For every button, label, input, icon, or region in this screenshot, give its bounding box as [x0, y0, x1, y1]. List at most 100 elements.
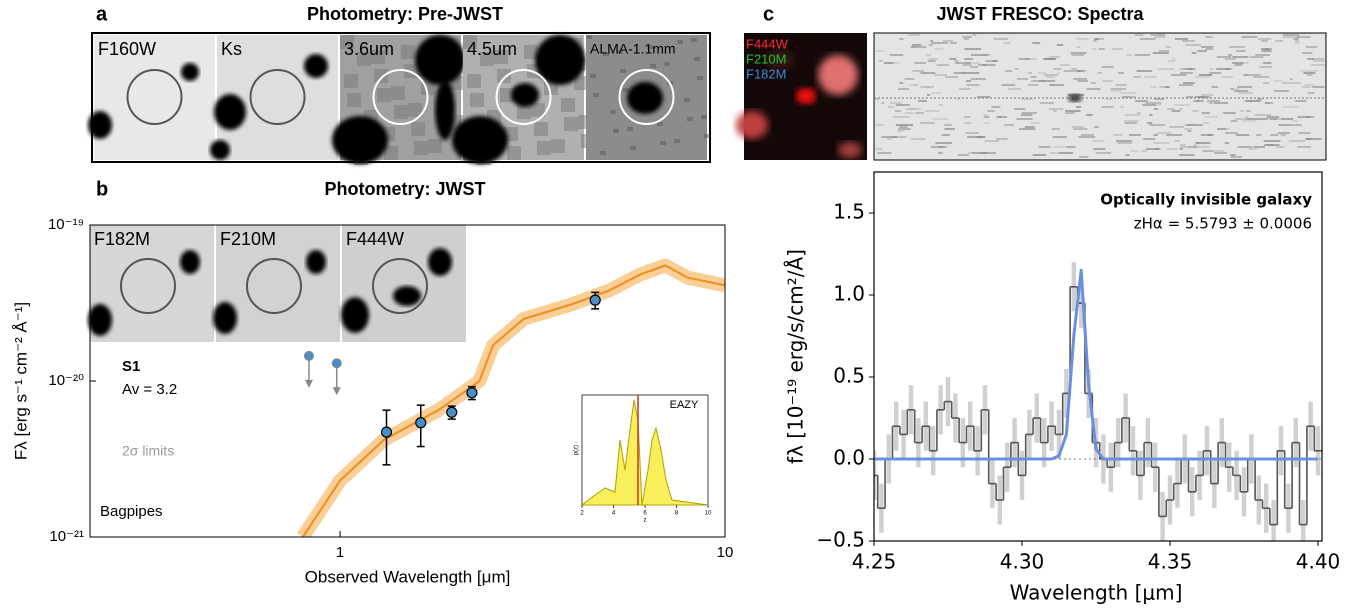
spectrum-noise: [1287, 118, 1293, 120]
spectrum-noise: [996, 116, 1003, 118]
rgb-source: [736, 111, 768, 139]
spectrum-noise: [1214, 152, 1228, 154]
spectrum-noise: [1149, 114, 1153, 116]
aperture: [618, 69, 675, 125]
spectrum-noise: [991, 106, 1001, 108]
spectrum-noise: [1281, 118, 1294, 120]
stamp-label: F210M: [220, 229, 276, 249]
spectrum-noise: [932, 118, 949, 120]
spectrum-noise: [1297, 146, 1312, 148]
spectrum-noise: [1179, 68, 1193, 70]
spectrum-noise: [1073, 78, 1087, 80]
spectrum-noise: [920, 86, 934, 88]
spectrum-noise: [966, 84, 980, 86]
spectrum-noise: [1224, 58, 1236, 60]
stamp-texture: [630, 146, 636, 150]
spectrum-noise: [1152, 104, 1162, 106]
stamp-texture: [497, 69, 511, 83]
spectrum-noise: [1234, 90, 1249, 92]
spectrum-noise: [1186, 96, 1194, 98]
spectrum-noise: [1139, 38, 1156, 40]
stamp-texture: [384, 146, 398, 160]
spectrum-noise: [1150, 34, 1166, 36]
source: [341, 297, 369, 333]
source: [627, 82, 663, 114]
stamp-texture: [344, 74, 358, 88]
spectrum-noise: [1288, 140, 1306, 142]
spectrum-noise: [949, 58, 957, 60]
stamp-texture: [574, 76, 588, 90]
spectrum-noise: [1016, 78, 1029, 80]
spectrum-noise: [930, 40, 934, 42]
source: [332, 116, 388, 164]
stamp-texture: [691, 38, 697, 42]
spectrum-noise: [1199, 74, 1213, 76]
spectrum-noise: [1046, 76, 1055, 78]
spectrum-noise: [934, 48, 944, 50]
stamp-texture: [551, 139, 565, 153]
spectrum-noise: [1197, 50, 1207, 52]
spectrum-noise: [984, 116, 990, 118]
spectrum-noise: [1229, 46, 1245, 48]
upper-limit: [303, 350, 314, 361]
stamp-texture: [617, 50, 623, 54]
spectrum-noise: [978, 64, 987, 66]
spectrum-noise: [1051, 128, 1060, 130]
spectrum-noise: [980, 152, 996, 154]
spectrum-noise: [1142, 104, 1156, 106]
spectrum-noise: [1209, 102, 1213, 104]
spectrum-noise: [1145, 102, 1162, 104]
spectrum-noise: [1124, 114, 1141, 116]
x-tick-label: 4.30: [1000, 550, 1045, 574]
spectrum-noise: [1255, 134, 1262, 136]
stamp: [216, 225, 340, 342]
plot-area: [874, 262, 1322, 541]
spectrum-noise: [1261, 48, 1269, 50]
source: [415, 35, 465, 85]
spectrum-noise: [987, 110, 996, 112]
model-label: Bagpipes: [100, 503, 163, 520]
panel-b: b Photometry: JWST F182M F210M F444W S1 Av = 3…: [11, 178, 733, 586]
spectrum-noise: [937, 74, 948, 76]
stamp-texture: [500, 88, 514, 102]
spectrum-noise: [1280, 134, 1286, 136]
panel-title: Photometry: Pre-JWST: [307, 4, 503, 24]
spectrum-noise: [1113, 134, 1123, 136]
stamp-texture: [600, 151, 606, 155]
spectrum-noise: [1091, 140, 1105, 142]
spectrum-noise: [1171, 110, 1181, 112]
spectrum-noise: [944, 124, 952, 126]
spectrum-noise: [908, 34, 921, 36]
stamp-texture: [564, 117, 578, 131]
spectrum-noise: [1238, 92, 1254, 94]
spectrum-noise: [957, 154, 969, 156]
spectrum-noise: [890, 102, 902, 104]
stamp-texture: [524, 45, 538, 59]
spectrum-noise: [1304, 116, 1315, 118]
spectrum-noise: [1117, 142, 1133, 144]
spectrum-noise: [964, 58, 973, 60]
inset-tick-label: 4: [612, 511, 616, 517]
spectrum-noise: [1283, 34, 1300, 36]
panel-a-frame: [91, 32, 711, 163]
spectrum-noise: [1193, 100, 1200, 102]
spectrum-noise: [953, 60, 959, 62]
spectrum-noise: [1202, 150, 1214, 152]
stamp-texture: [463, 35, 477, 49]
x-tick-label: 4.40: [1296, 550, 1341, 574]
spectrum-noise: [1278, 124, 1291, 126]
spectrum-noise: [1294, 42, 1301, 44]
spectrum-noise: [881, 136, 898, 138]
spectrum-noise: [935, 142, 952, 144]
spectrum-noise: [878, 60, 883, 62]
spectrum-noise: [964, 48, 982, 50]
spectrum-noise: [887, 106, 895, 108]
spectrum-noise: [1266, 116, 1280, 118]
spectrum-noise: [1094, 38, 1099, 40]
spectrum-noise: [1241, 36, 1258, 38]
spectrum-noise: [883, 62, 894, 64]
data-point: [466, 387, 478, 399]
spectrum-noise: [1126, 54, 1133, 56]
spectrum-noise: [1095, 152, 1112, 154]
spectrum-noise: [950, 42, 957, 44]
